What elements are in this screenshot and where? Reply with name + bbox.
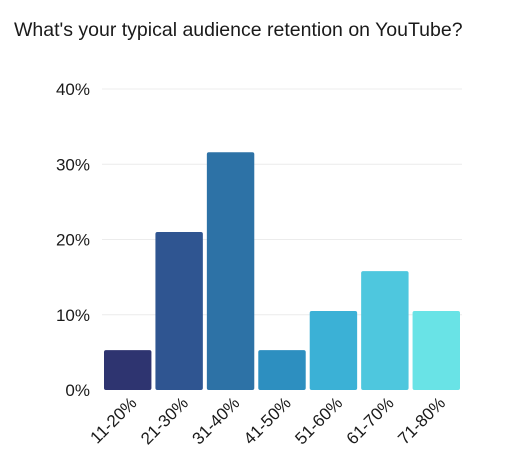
bar-61-70% <box>361 271 409 390</box>
bars <box>104 152 460 390</box>
y-tick-label: 10% <box>56 306 90 325</box>
x-tick-label: 31-40% <box>189 393 244 448</box>
x-axis-ticks: 11-20%21-30%31-40%41-50%51-60%61-70%71-8… <box>87 393 450 448</box>
x-tick-label: 21-30% <box>137 393 192 448</box>
x-tick-label: 41-50% <box>240 393 295 448</box>
x-tick-label: 51-60% <box>291 393 346 448</box>
bar-41-50% <box>258 350 306 390</box>
x-tick-label: 71-80% <box>394 393 449 448</box>
y-tick-label: 20% <box>56 231 90 250</box>
bar-71-80% <box>412 310 460 390</box>
bar-11-20% <box>104 350 152 390</box>
chart-title: What's your typical audience retention o… <box>14 19 463 41</box>
bar-31-40% <box>206 152 255 390</box>
x-tick-label: 61-70% <box>343 393 398 448</box>
bar-21-30% <box>155 231 203 390</box>
y-tick-label: 30% <box>56 155 90 174</box>
x-tick-label: 11-20% <box>87 393 141 447</box>
y-axis-ticks: 0% 10% 20% 30% 40% <box>56 80 90 400</box>
y-tick-label: 40% <box>56 80 90 99</box>
y-tick-label: 0% <box>65 381 90 400</box>
bar-51-60% <box>309 310 358 390</box>
